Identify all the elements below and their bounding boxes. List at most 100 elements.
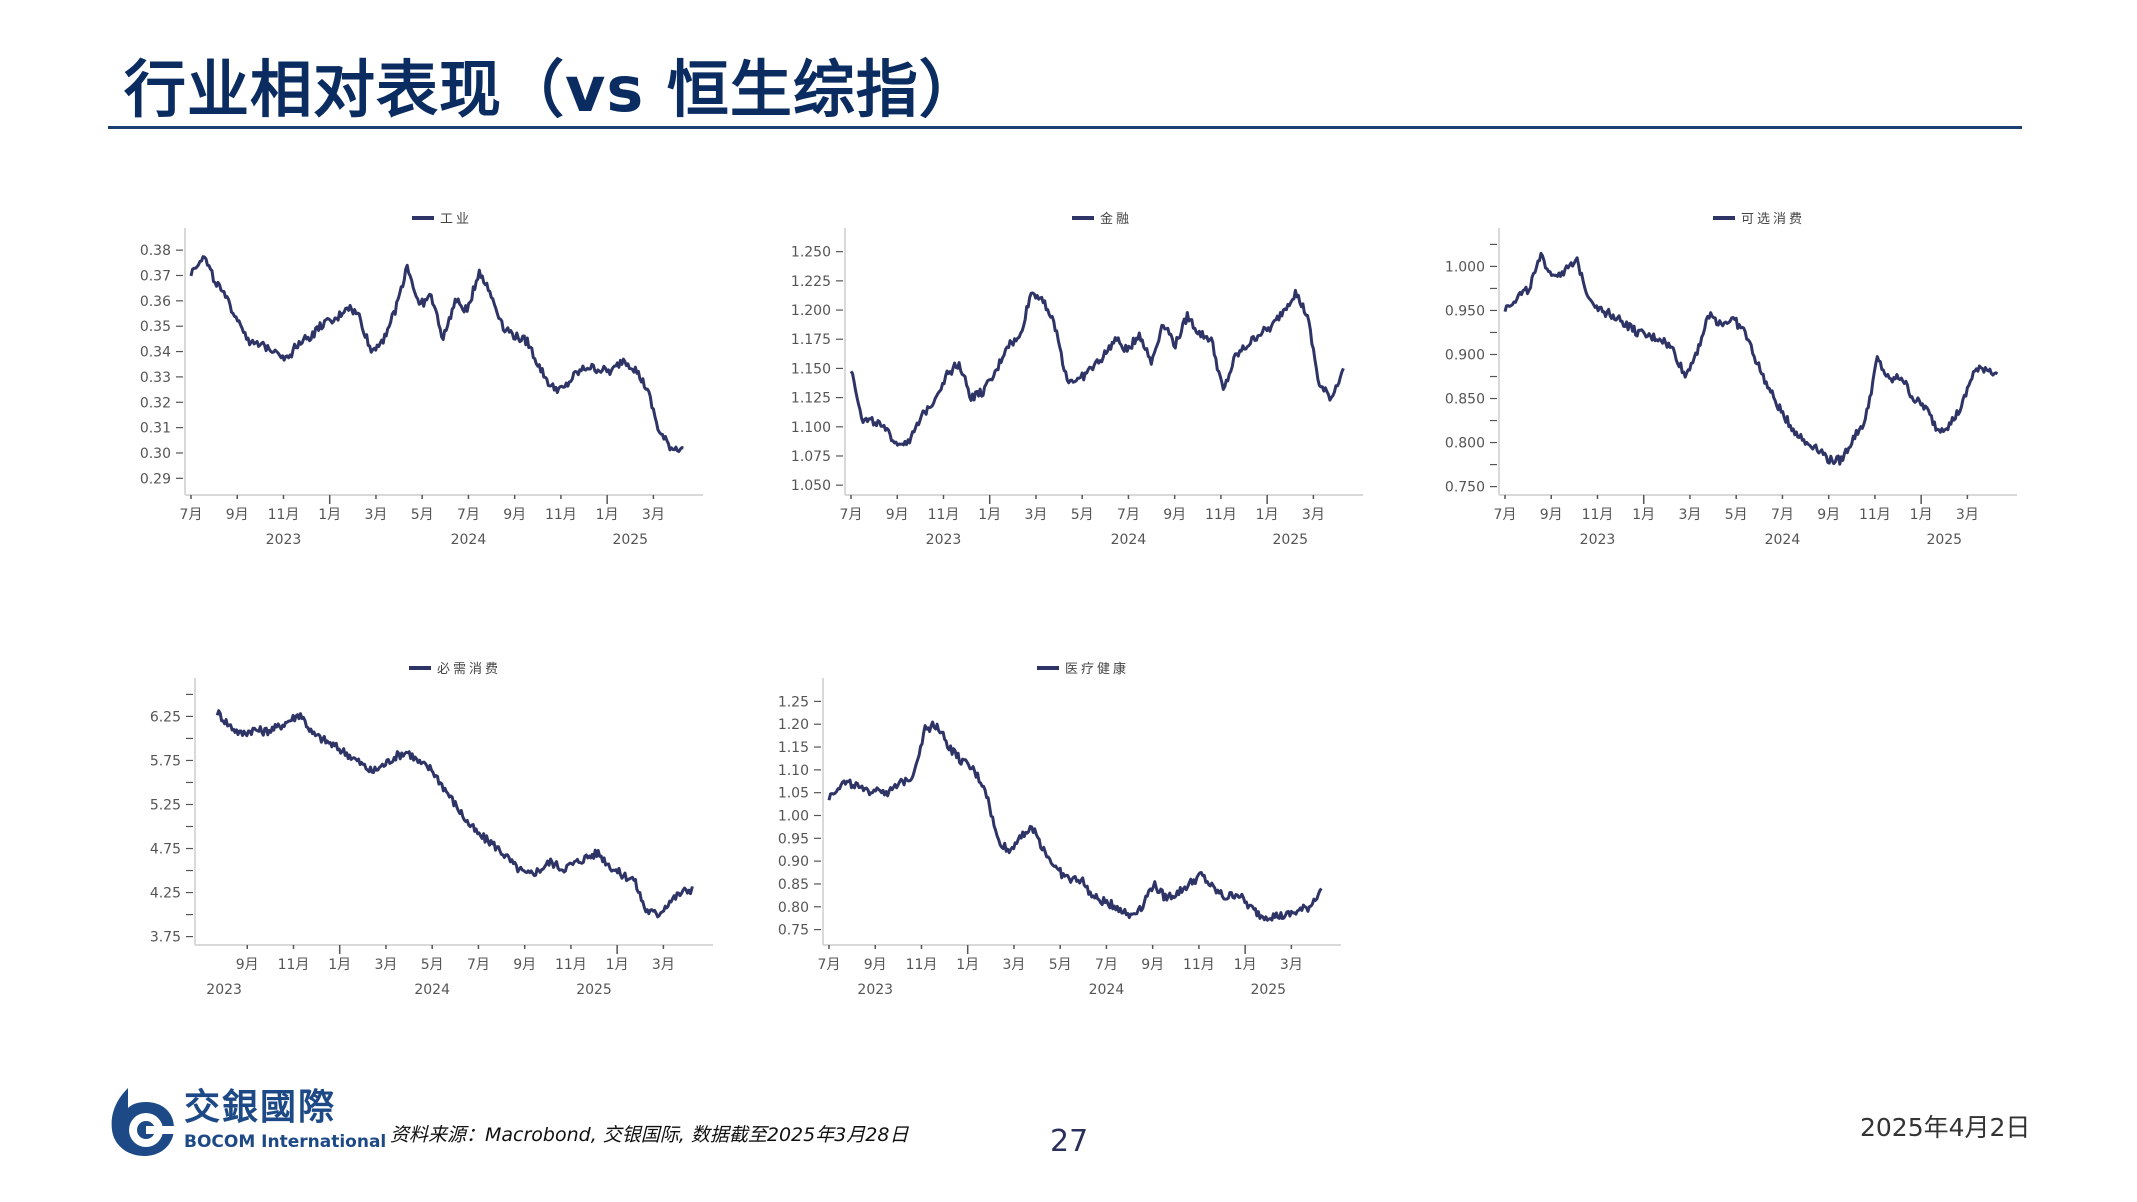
- report-date: 2025年4月2日: [1860, 1113, 2031, 1142]
- x-tick-label: 11月: [278, 957, 310, 973]
- y-tick-label: 1.00: [778, 809, 809, 825]
- y-tick-label: 3.75: [150, 930, 181, 946]
- bocom-emblem-icon: [111, 1088, 174, 1156]
- x-year-label: 2024: [414, 982, 450, 998]
- y-tick-label: 0.30: [140, 446, 171, 462]
- x-tick-label: 7月: [1771, 507, 1794, 523]
- chart-legend: 可选消费: [1713, 212, 1805, 227]
- x-tick-label: 1月: [328, 957, 351, 973]
- chart-legend: 金融: [1072, 211, 1132, 227]
- x-tick-label: 7月: [1095, 957, 1118, 973]
- y-tick-label: 1.200: [791, 303, 831, 319]
- x-tick-label: 1月: [596, 507, 619, 523]
- y-tick-label: 0.38: [140, 243, 171, 259]
- x-tick-label: 7月: [818, 957, 841, 973]
- x-tick-label: 5月: [1049, 957, 1072, 973]
- x-tick-label: 7月: [1494, 507, 1517, 523]
- x-tick-label: 7月: [1117, 507, 1140, 523]
- x-tick-label: 11月: [268, 507, 300, 523]
- x-tick-label: 11月: [1183, 957, 1215, 973]
- x-tick-label: 1月: [1256, 507, 1279, 523]
- series-line: [1503, 251, 1999, 466]
- y-tick-label: 0.31: [140, 421, 171, 437]
- logo-english-text: BOCOM International: [184, 1132, 387, 1152]
- x-tick-label: 9月: [503, 507, 526, 523]
- y-tick-label: 1.25: [778, 694, 809, 710]
- x-tick-label: 9月: [513, 957, 536, 973]
- y-tick-label: 0.32: [140, 395, 171, 411]
- y-tick-label: 0.37: [140, 268, 171, 284]
- chart-svg: 工业 0.29 0.30 0.31 0.32 0.33 0.34 0.35 0.36 0.37 0.…: [140, 212, 703, 548]
- y-tick-label: 0.850: [1445, 392, 1485, 408]
- chart-consumer-staples: 必需消费 3.75 4.25 4.75 5.25 5.75 6.25 9月 11月 1月 3月 5月 7…: [120, 645, 760, 1045]
- y-tick-label: 5.25: [150, 797, 181, 813]
- x-tick-label: 9月: [1141, 957, 1164, 973]
- series-line: [827, 720, 1323, 922]
- x-tick-label: 1月: [1910, 507, 1933, 523]
- x-tick-label: 9月: [886, 507, 909, 523]
- y-tick-label: 0.950: [1445, 303, 1485, 319]
- title-divider: [108, 126, 2022, 129]
- legend-label: 可选消费: [1741, 212, 1805, 227]
- x-tick-label: 5月: [1071, 507, 1094, 523]
- x-year-label: 2025: [612, 532, 648, 548]
- chart-legend: 必需消费: [409, 662, 498, 677]
- logo-chinese-text: 交銀國際: [184, 1087, 337, 1128]
- chart-healthcare: 医疗健康 0.75 0.80 0.85 0.90 0.95 1.00 1.05 1.10 1.15…: [748, 645, 1388, 1045]
- y-tick-label: 0.35: [140, 319, 171, 335]
- x-tick-label: 3月: [1280, 957, 1303, 973]
- y-tick-label: 4.75: [150, 842, 181, 858]
- x-tick-label: 11月: [906, 957, 938, 973]
- x-tick-label: 9月: [864, 957, 887, 973]
- x-year-label: 2023: [857, 982, 893, 998]
- y-tick-label: 4.25: [150, 886, 181, 902]
- y-tick-label: 1.10: [778, 763, 809, 779]
- y-tick-label: 1.000: [1445, 259, 1485, 275]
- y-tick-label: 0.85: [778, 877, 809, 893]
- legend-label: 金融: [1100, 211, 1132, 227]
- x-tick-label: 3月: [1678, 507, 1701, 523]
- y-tick-label: 5.75: [150, 753, 181, 769]
- y-tick-label: 1.225: [791, 274, 831, 290]
- x-tick-label: 11月: [1859, 507, 1891, 523]
- y-tick-label: 1.05: [778, 786, 809, 802]
- y-tick-label: 1.150: [791, 361, 831, 377]
- x-tick-label: 7月: [467, 957, 490, 973]
- chart-financials: 金融 1.050 1.075 1.100 1.125 1.150 1.175 1.200 1.2…: [770, 195, 1410, 595]
- chart-svg: 必需消费 3.75 4.25 4.75 5.25 5.75 6.25 9月 11月 1月 3月 5月 7…: [150, 662, 713, 998]
- x-tick-label: 3月: [652, 957, 675, 973]
- x-tick-label: 7月: [457, 507, 480, 523]
- y-tick-label: 0.95: [778, 831, 809, 847]
- x-tick-label: 11月: [1582, 507, 1614, 523]
- x-year-label: 2025: [576, 982, 612, 998]
- y-tick-label: 0.800: [1445, 436, 1485, 452]
- y-tick-label: 1.175: [791, 332, 831, 348]
- legend-label: 医疗健康: [1065, 661, 1129, 677]
- y-tick-label: 0.36: [140, 294, 171, 310]
- y-tick-label: 0.75: [778, 923, 809, 939]
- x-tick-label: 1月: [978, 507, 1001, 523]
- x-year-label: 2024: [1111, 532, 1147, 548]
- x-tick-label: 3月: [374, 957, 397, 973]
- y-tick-label: 0.29: [140, 471, 171, 487]
- chart-svg: 医疗健康 0.75 0.80 0.85 0.90 0.95 1.00 1.05 1.10 1.15…: [778, 661, 1341, 998]
- x-tick-label: 9月: [1163, 507, 1186, 523]
- x-year-label: 2025: [1250, 982, 1286, 998]
- x-tick-label: 1月: [606, 957, 629, 973]
- x-tick-label: 5月: [421, 957, 444, 973]
- y-tick-label: 1.100: [791, 420, 831, 436]
- x-tick-label: 5月: [1725, 507, 1748, 523]
- x-year-label: 2023: [266, 532, 302, 548]
- series-line: [189, 255, 684, 453]
- y-tick-label: 0.80: [778, 900, 809, 916]
- x-year-label: 2023: [1580, 532, 1616, 548]
- x-tick-label: 3月: [1302, 507, 1325, 523]
- series-line: [215, 709, 694, 919]
- x-tick-label: 9月: [226, 507, 249, 523]
- x-tick-label: 1月: [1632, 507, 1655, 523]
- x-tick-label: 7月: [840, 507, 863, 523]
- x-year-label: 2023: [926, 532, 962, 548]
- chart-consumer-discretionary: 可选消费 0.750 0.800 0.850 0.900 0.950 1.000 7月 9月 11…: [1424, 195, 2064, 595]
- y-tick-label: 0.33: [140, 370, 171, 386]
- x-year-label: 2025: [1272, 532, 1308, 548]
